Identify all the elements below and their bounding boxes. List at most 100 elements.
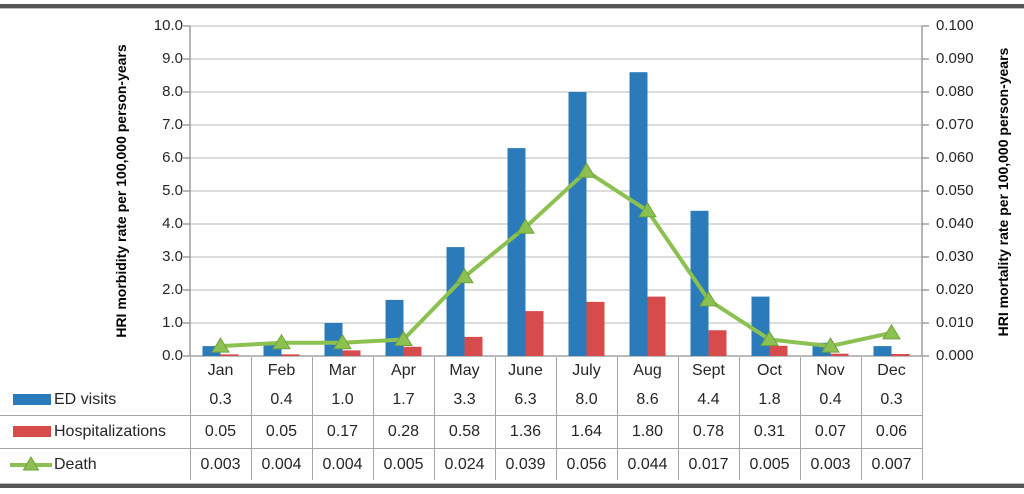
- month-header-cell-May: May: [433, 357, 495, 385]
- month-header-cell-Sept: Sept: [677, 357, 739, 385]
- hospitalizations-bar-June: [525, 311, 544, 356]
- death-cell-Oct: 0.005: [738, 448, 800, 480]
- top-rule: [0, 4, 1024, 9]
- right-tick-label: 0.000: [936, 347, 974, 364]
- death-cell-May: 0.024: [433, 448, 495, 480]
- death-cell-Nov: 0.003: [799, 448, 861, 480]
- hospitalizations-cell-Mar: 0.17: [311, 415, 373, 449]
- death-label-cell: Death: [0, 449, 190, 481]
- death-marker-Jan: [211, 337, 230, 353]
- ed-visits-bar-July: [568, 92, 587, 356]
- ed-visits-cell-May: 3.3: [433, 385, 495, 416]
- hospitalizations-bar-Dec: [891, 354, 910, 356]
- hospitalizations-cell-Feb: 0.05: [250, 415, 312, 449]
- death-cell-Aug: 0.044: [616, 448, 678, 480]
- hospitalizations-bar-Apr: [403, 346, 422, 356]
- right-tick-label: 0.090: [936, 50, 974, 67]
- hospitalizations-cell-July: 1.64: [555, 415, 617, 449]
- ed-visits-bar-May: [446, 247, 465, 356]
- month-header-cell-Jan: Jan: [189, 357, 251, 385]
- ed-visits-cell-Aug: 8.6: [616, 385, 678, 416]
- hospitalizations-bar-July: [586, 301, 605, 356]
- left-tick-label: 5.0: [162, 182, 183, 199]
- left-tick-label: 3.0: [162, 248, 183, 265]
- death-cell-Mar: 0.004: [311, 448, 373, 480]
- hospitalizations-bar-Sept: [708, 330, 727, 356]
- bottom-rule: [0, 483, 1024, 488]
- left-tick-label: 10.0: [153, 17, 183, 34]
- right-tick-label: 0.100: [936, 17, 974, 34]
- right-tick-label: 0.010: [936, 314, 974, 331]
- death-cell-Sept: 0.017: [677, 448, 739, 480]
- hospitalizations-cell-Aug: 1.80: [616, 415, 678, 449]
- hospitalizations-cell-Jan: 0.05: [189, 415, 251, 449]
- death-legend-label: Death: [54, 456, 97, 473]
- hospitalizations-cell-June: 1.36: [494, 415, 556, 449]
- hospitalizations-bar-May: [464, 336, 483, 356]
- death-marker-Sept: [699, 290, 718, 307]
- death-marker-July: [577, 162, 596, 178]
- death-cell-Dec: 0.007: [860, 448, 923, 480]
- ed-visits-bar-Oct: [751, 296, 770, 356]
- left-tick-label: 9.0: [162, 50, 183, 67]
- right-tick-label: 0.060: [936, 149, 974, 166]
- ed-visits-bar-June: [507, 148, 526, 356]
- death-cell-Apr: 0.005: [372, 448, 434, 480]
- ed-visits-legend-label: ED visits: [54, 391, 117, 408]
- ed-visits-cell-Jan: 0.3: [189, 385, 251, 416]
- hospitalizations-cell-Apr: 0.28: [372, 415, 434, 449]
- left-tick-label: 4.0: [162, 215, 183, 232]
- month-header-cell-Mar: Mar: [311, 357, 373, 385]
- hospitalizations-bar-Jan: [220, 354, 239, 356]
- right-tick-label: 0.030: [936, 248, 974, 265]
- death-cell-June: 0.039: [494, 448, 556, 480]
- right-tick-label: 0.070: [936, 116, 974, 133]
- hospitalizations-cell-Dec: 0.06: [860, 415, 923, 449]
- death-marker-Nov: [821, 337, 840, 353]
- death-legend-key: [10, 456, 52, 471]
- month-header-cell-Apr: Apr: [372, 357, 434, 385]
- left-tick-label: 0.0: [162, 347, 183, 364]
- hospitalizations-cell-May: 0.58: [433, 415, 495, 449]
- ed-visits-bar-Apr: [385, 299, 404, 356]
- left-tick-label: 1.0: [162, 314, 183, 331]
- death-marker-Mar: [333, 333, 352, 350]
- death-marker-Dec: [882, 323, 901, 340]
- ed-visits-bar-Aug: [629, 72, 648, 356]
- month-header-cell-July: July: [555, 357, 617, 385]
- hospitalizations-bar-Feb: [281, 354, 300, 356]
- ed-visits-legend-swatch: [13, 394, 51, 405]
- death-marker-Feb: [272, 333, 291, 350]
- data-table-with-legend: Jan Feb Mar Apr May June July Aug Sept Oct Nov Dec E…: [0, 357, 923, 480]
- ed-visits-label-cell: ED visits: [0, 385, 190, 416]
- left-tick-label: 2.0: [162, 281, 183, 298]
- ed-visits-cell-Oct: 1.8: [738, 385, 800, 416]
- death-marker-June: [516, 218, 535, 234]
- ed-visits-cell-Mar: 1.0: [311, 385, 373, 416]
- ed-visits-bar-Dec: [873, 346, 892, 356]
- left-tick-label: 8.0: [162, 83, 183, 100]
- death-marker-May: [455, 267, 474, 284]
- hospitalizations-cell-Sept: 0.78: [677, 415, 739, 449]
- hospitalizations-label-cell: Hospitalizations: [0, 415, 190, 449]
- right-tick-label: 0.080: [936, 83, 974, 100]
- hospitalizations-bar-Aug: [647, 296, 666, 356]
- month-header-cell-Aug: Aug: [616, 357, 678, 385]
- ed-visits-cell-Sept: 4.4: [677, 385, 739, 416]
- ed-visits-bar-Jan: [202, 346, 221, 356]
- month-header-cell-June: June: [494, 357, 556, 385]
- hospitalizations-cell-Nov: 0.07: [799, 415, 861, 449]
- left-axis-title: HRI morbidity rate per 100,000 person-ye…: [113, 44, 129, 338]
- right-tick-label: 0.020: [936, 281, 974, 298]
- month-header-label-cell: [0, 357, 190, 385]
- death-marker-Oct: [760, 330, 779, 346]
- death-marker-Aug: [638, 201, 657, 218]
- ed-visits-cell-Dec: 0.3: [860, 385, 923, 416]
- month-header-cell-Feb: Feb: [250, 357, 312, 385]
- hospitalizations-legend-label: Hospitalizations: [54, 423, 167, 440]
- death-cell-July: 0.056: [555, 448, 617, 480]
- hospitalizations-bar-Mar: [342, 350, 361, 356]
- hospitalizations-bar-Oct: [769, 345, 788, 356]
- death-cell-Jan: 0.003: [189, 448, 251, 480]
